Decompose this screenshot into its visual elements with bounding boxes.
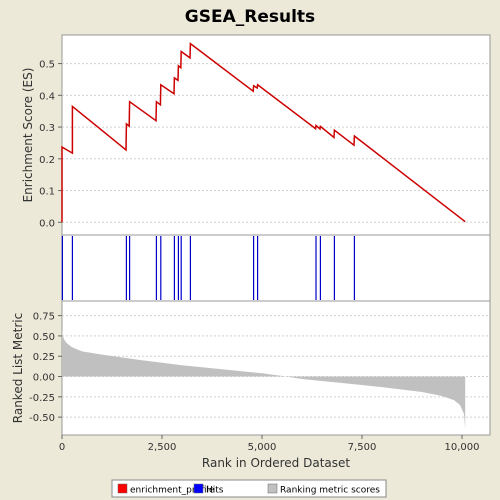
metric-y-tick-label: -0.25 — [29, 393, 55, 404]
es-y-axis: 0.0 0.1 0.2 0.3 0.4 0.5 — [39, 60, 62, 229]
metric-y-tick-label: 0.25 — [33, 352, 55, 363]
legend-swatch — [117, 483, 128, 494]
metric-y-axis-label: Ranked List Metric — [11, 313, 25, 423]
x-axis: 0 2,500 5,000 7,500 10,000 — [59, 435, 480, 453]
metric-y-tick-label: 0.50 — [33, 332, 55, 343]
legend-box — [111, 479, 387, 498]
es-y-axis-label: Enrichment Score (ES) — [21, 68, 35, 203]
es-y-tick-label: 0.3 — [39, 123, 55, 134]
enrichment-profile-line — [61, 42, 466, 223]
x-tick-label: 7,500 — [348, 442, 377, 453]
es-y-tick-label: 0.2 — [39, 155, 55, 166]
es-panel-frame — [61, 34, 491, 236]
es-y-tick-label: 0.1 — [39, 187, 55, 198]
x-tick-label: 10,000 — [445, 442, 480, 453]
hits-markers — [61, 236, 355, 300]
es-y-tick-label: 0.0 — [39, 218, 55, 229]
x-tick-label: 2,500 — [148, 442, 177, 453]
ranking-metric-area — [62, 329, 466, 430]
metric-y-axis: 0.75 0.50 0.25 0.00 -0.25 -0.50 — [29, 312, 62, 424]
legend-label: enrichment_profile — [130, 486, 215, 496]
metric-y-tick-label: -0.50 — [29, 413, 55, 424]
es-y-tick-label: 0.5 — [39, 60, 55, 71]
chart-title: GSEA_Results — [185, 7, 315, 27]
x-tick-label: 0 — [59, 442, 65, 453]
metric-y-tick-label: 0.75 — [33, 312, 55, 323]
x-axis-label: Rank in Ordered Dataset — [202, 456, 350, 470]
legend-swatch — [267, 483, 278, 494]
legend-label: Ranking metric scores — [280, 486, 380, 496]
metric-gridlines — [62, 315, 490, 418]
es-gridlines — [62, 63, 490, 223]
metric-y-tick-label: 0.00 — [33, 373, 55, 384]
legend-swatch — [193, 483, 204, 494]
es-y-tick-label: 0.4 — [39, 91, 55, 102]
hits-panel-frame — [61, 234, 491, 302]
x-tick-label: 5,000 — [248, 442, 277, 453]
legend-label: Hits — [206, 486, 224, 496]
